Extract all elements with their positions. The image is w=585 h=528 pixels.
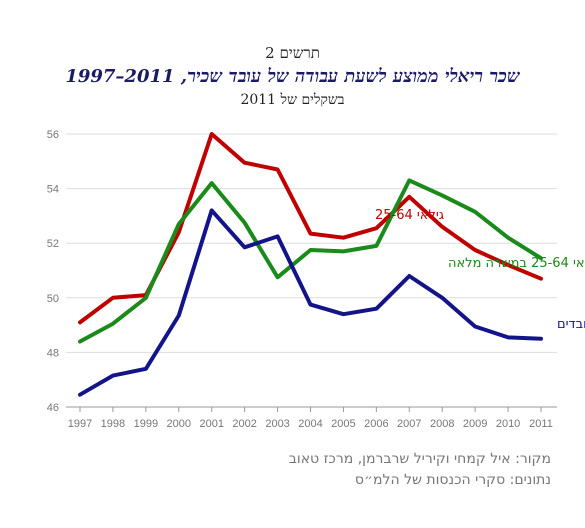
x-tick-label: 2007: [397, 418, 421, 430]
x-tick-label: 1997: [68, 418, 92, 430]
x-tick-label: 2005: [331, 418, 355, 430]
x-tick-label: 2009: [463, 418, 487, 430]
y-tick-label: 50: [47, 293, 59, 305]
series-label-all-workers: כלל העובדים: [557, 317, 585, 332]
series-label-age-25-64: גילאי 25-64: [375, 208, 444, 223]
chart-subtitle: בשקלים של 2011: [240, 92, 345, 108]
data-note: נתונים: סקרי הכנסות של הלמ״ס: [354, 472, 551, 488]
x-tick-label: 2008: [430, 418, 454, 430]
x-tick-label: 1998: [101, 418, 125, 430]
x-tick-label: 1999: [134, 418, 158, 430]
y-tick-label: 56: [47, 129, 59, 141]
x-tick-label: 2006: [364, 418, 388, 430]
x-tick-label: 2001: [199, 418, 223, 430]
x-tick-label: 2000: [167, 418, 191, 430]
series-line-full-time-25-64: [78, 178, 543, 344]
y-tick-label: 54: [47, 184, 59, 196]
y-tick-label: 46: [47, 402, 59, 414]
figure-label: תרשים 2: [265, 44, 320, 62]
x-tick-label: 2002: [232, 418, 256, 430]
y-tick-label: 48: [47, 347, 59, 359]
series-line-all-workers: [78, 208, 543, 397]
x-tick-label: 2010: [496, 418, 520, 430]
x-tick-label: 2004: [298, 418, 322, 430]
x-tick-label: 2003: [265, 418, 289, 430]
series-label-full-time-25-64: גילאי 25-64 במשרה מלאה: [448, 256, 585, 271]
x-tick-label: 2011: [529, 418, 553, 430]
y-tick-label: 52: [47, 238, 59, 250]
chart-title: שכר ריאלי ממוצע לשעת עבודה של עובד שכיר,…: [65, 66, 520, 87]
source-note: מקור: איל קמחי וקיריל שרברמן, מרכז טאוב: [288, 451, 551, 467]
